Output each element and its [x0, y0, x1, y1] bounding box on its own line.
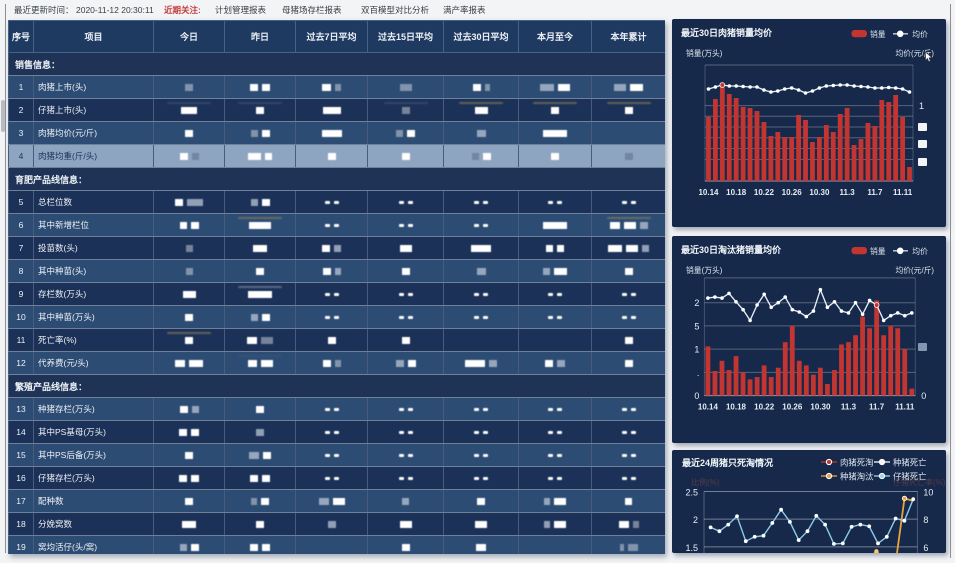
svg-text:10.22: 10.22 — [754, 188, 775, 197]
svg-text:0: 0 — [694, 391, 699, 401]
svg-text:10.18: 10.18 — [726, 403, 747, 412]
svg-text:均价: 均价 — [912, 246, 928, 256]
svg-text:最近30日淘汰猪销量均价: 最近30日淘汰猪销量均价 — [681, 244, 782, 255]
svg-text:2.5: 2.5 — [685, 488, 698, 498]
svg-text:11.7: 11.7 — [869, 403, 885, 412]
svg-text:10.14: 10.14 — [698, 188, 719, 197]
svg-text:销量(万头): 销量(万头) — [686, 265, 723, 275]
svg-text:1: 1 — [919, 101, 924, 111]
svg-text:销量(万头): 销量(万头) — [686, 48, 723, 58]
svg-text:11.11: 11.11 — [895, 403, 915, 412]
svg-text:6: 6 — [923, 543, 928, 553]
svg-text:10.14: 10.14 — [698, 403, 719, 412]
svg-text:最近24周猪只死淘情况: 最近24周猪只死淘情况 — [682, 457, 773, 468]
svg-text:比例(%): 比例(%) — [691, 477, 720, 487]
svg-text:10.18: 10.18 — [726, 188, 747, 197]
svg-text:10.26: 10.26 — [782, 403, 803, 412]
svg-text:10.30: 10.30 — [809, 188, 830, 197]
svg-text:销量: 销量 — [870, 246, 886, 256]
svg-text:肉猪死淘: 肉猪死淘 — [840, 458, 874, 468]
svg-text:10: 10 — [923, 488, 933, 498]
svg-text:2: 2 — [694, 298, 699, 308]
svg-text:5: 5 — [694, 321, 699, 331]
svg-text:1.5: 1.5 — [685, 543, 698, 553]
svg-text:仔猪死亡: 仔猪死亡 — [893, 472, 927, 482]
svg-text:均价: 均价 — [912, 29, 928, 39]
svg-text:种猪淘汰: 种猪淘汰 — [840, 472, 874, 482]
svg-text:10.22: 10.22 — [754, 403, 775, 412]
svg-text:2: 2 — [693, 515, 698, 525]
svg-text:仔猪死亡率(%): 仔猪死亡率(%) — [893, 477, 946, 487]
svg-text:10.26: 10.26 — [782, 188, 803, 197]
svg-text:10.30: 10.30 — [810, 403, 831, 412]
svg-text:销量: 销量 — [870, 29, 886, 39]
svg-text:11.3: 11.3 — [841, 403, 857, 412]
svg-text:8: 8 — [923, 515, 928, 525]
svg-text:.: . — [697, 368, 700, 378]
svg-text:11.11: 11.11 — [893, 188, 913, 197]
svg-text:均价(元/斤): 均价(元/斤) — [895, 265, 934, 275]
svg-text:种猪死亡: 种猪死亡 — [893, 458, 927, 468]
svg-text:0: 0 — [921, 391, 926, 401]
svg-text:最近30日肉猪销量均价: 最近30日肉猪销量均价 — [681, 27, 773, 38]
svg-text:11.3: 11.3 — [840, 188, 856, 197]
svg-text:1: 1 — [694, 345, 699, 355]
svg-text:均价(元/斤): 均价(元/斤) — [895, 48, 934, 58]
svg-text:11.7: 11.7 — [867, 188, 883, 197]
